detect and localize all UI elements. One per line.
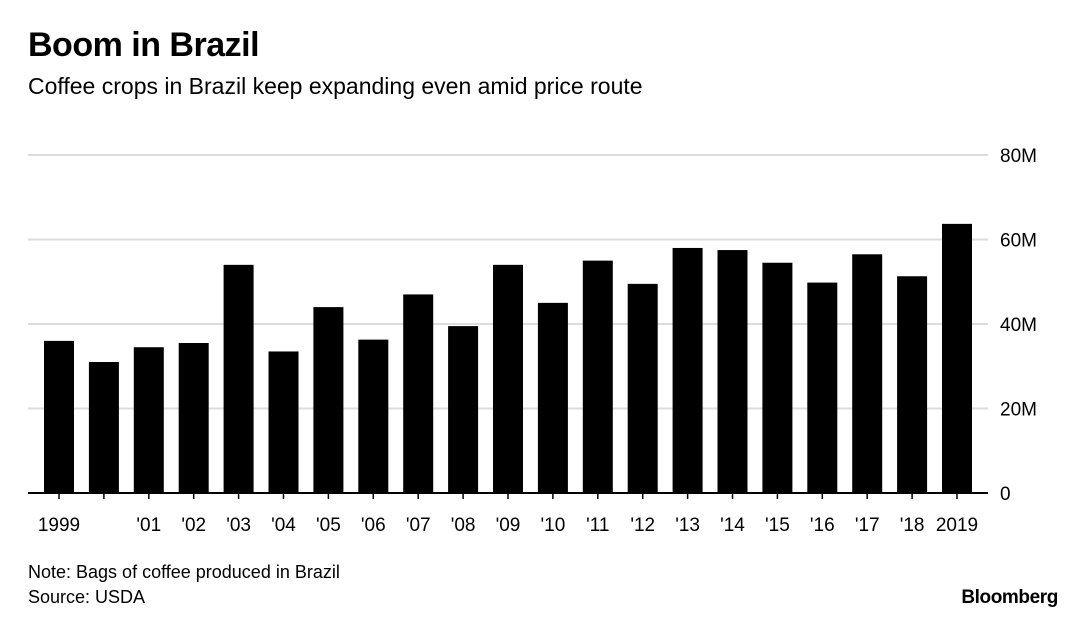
bars: [44, 223, 972, 493]
bar-1: [88, 362, 119, 493]
x-tick-label: '18: [900, 515, 925, 536]
x-tick-label: '06: [361, 515, 386, 536]
chart-note: Note: Bags of coffee produced in Brazil: [28, 562, 340, 582]
bar-12: [582, 260, 613, 493]
x-tick-label: '04: [271, 515, 296, 536]
bar-7: [358, 339, 389, 493]
bar-4: [223, 264, 254, 493]
bar-3: [178, 343, 209, 493]
x-tick-label: '15: [765, 515, 790, 536]
y-tick-label: 40M: [1000, 315, 1037, 336]
bar-0: [44, 340, 74, 493]
x-tick-label: '09: [496, 515, 521, 536]
y-tick-label: 0: [1000, 484, 1011, 505]
bar-15: [717, 250, 748, 493]
x-tick-label: 2019: [936, 515, 978, 536]
x-tick-label: '16: [810, 515, 835, 536]
bar-9: [448, 326, 479, 493]
x-tick-label: '13: [675, 515, 700, 536]
y-tick-label: 60M: [1000, 231, 1037, 252]
bar-13: [627, 283, 658, 493]
x-tick-label: '14: [720, 515, 745, 536]
bar-16: [762, 262, 793, 493]
x-tick-label: '08: [451, 515, 476, 536]
y-axis-labels: 0 20M 40M 60M 80M: [1000, 146, 1037, 505]
bar-6: [313, 307, 344, 493]
x-axis: [28, 492, 988, 499]
bar-17: [807, 282, 838, 493]
y-tick-label: 80M: [1000, 146, 1037, 167]
x-tick-label: '03: [226, 515, 251, 536]
bar-10: [493, 264, 523, 493]
x-tick-label: 1999: [38, 515, 80, 536]
chart-subtitle: Coffee crops in Brazil keep expanding ev…: [28, 73, 643, 99]
x-tick-label: '11: [586, 515, 609, 536]
x-tick-label: '17: [855, 515, 880, 536]
x-tick-label: '12: [630, 515, 655, 536]
bar-5: [268, 351, 299, 493]
chart-source: Source: USDA: [28, 587, 146, 607]
x-tick-label: '07: [406, 515, 431, 536]
x-tick-label: '10: [541, 515, 566, 536]
x-tick-label: '02: [181, 515, 206, 536]
bar-20: [942, 223, 972, 493]
bar-8: [403, 294, 434, 493]
chart-title: Boom in Brazil: [28, 26, 260, 64]
x-axis-labels: 1999 '01 '02 '03 '04 '05 '06 '07 '08 '09 '10 '11 '12…: [38, 515, 978, 536]
bar-19: [897, 276, 928, 493]
bar-14: [672, 247, 703, 493]
x-tick-label: '01: [136, 515, 161, 536]
y-tick-label: 20M: [1000, 400, 1037, 421]
bar-18: [852, 254, 883, 493]
bar-11: [537, 302, 568, 493]
bar-2: [133, 347, 164, 493]
x-tick-label: '05: [316, 515, 341, 536]
bloomberg-logo: Bloomberg: [961, 587, 1058, 608]
